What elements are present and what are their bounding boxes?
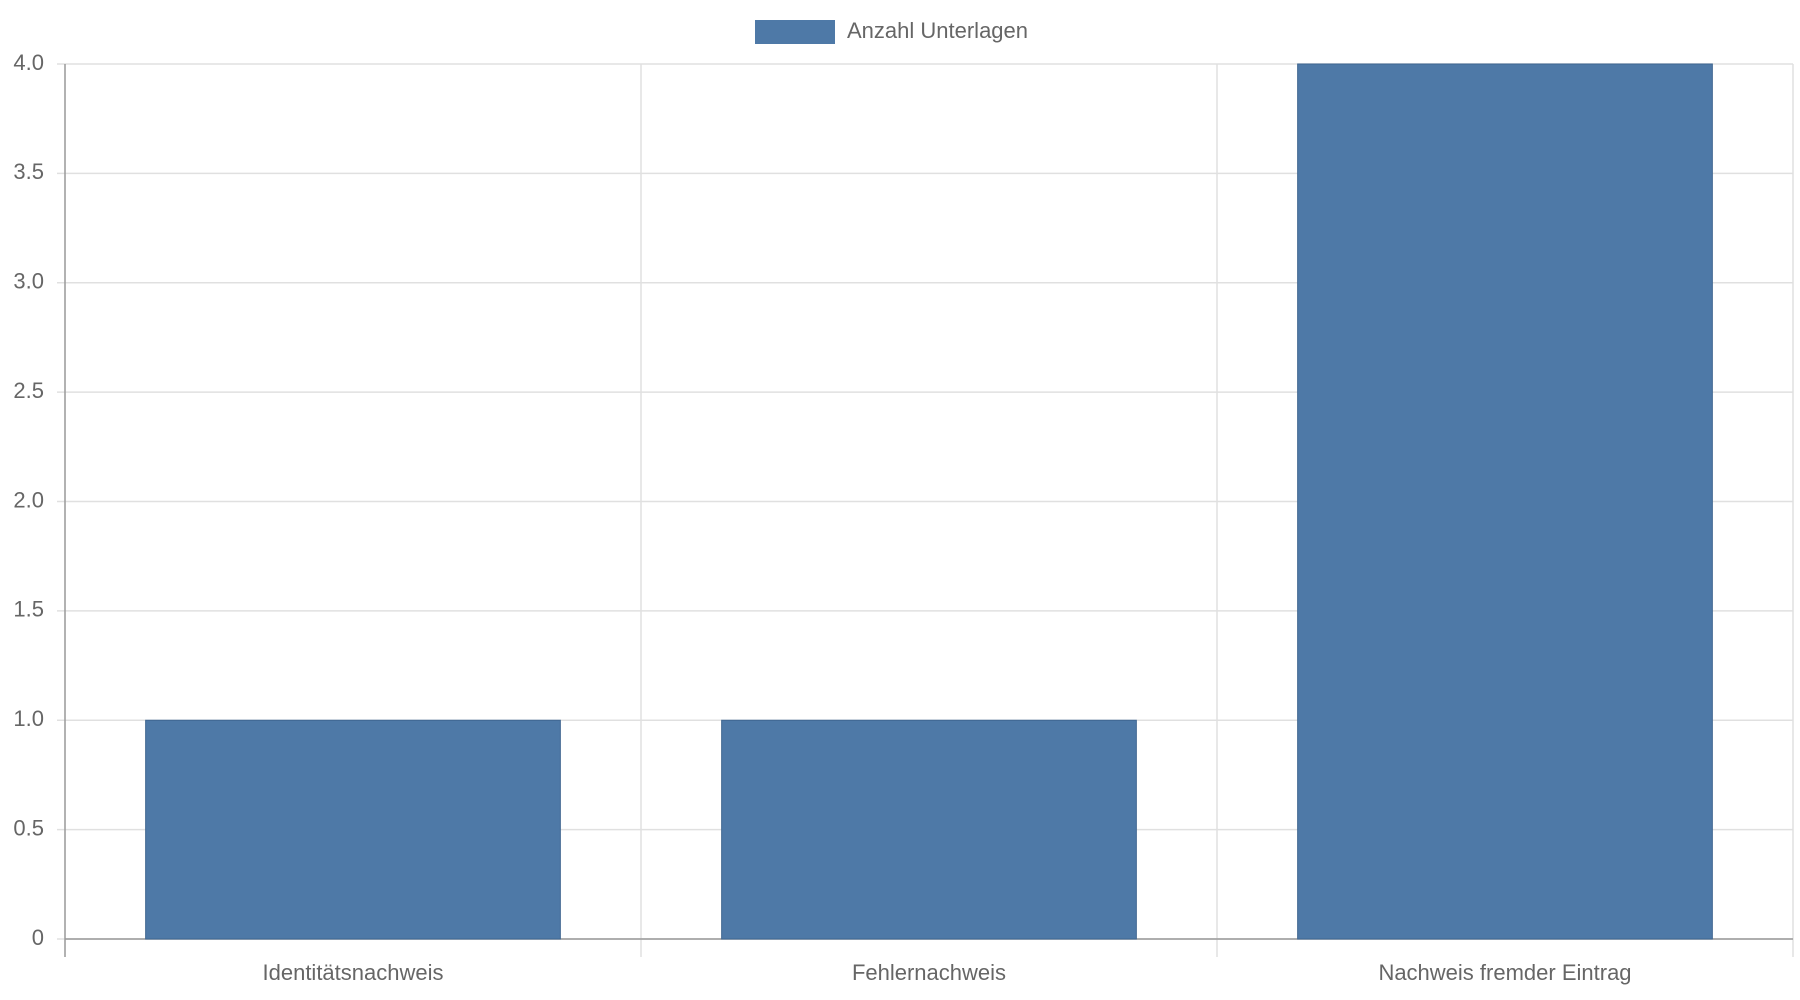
x-tick-label: Nachweis fremder Eintrag bbox=[1378, 960, 1631, 985]
y-tick-label: 3.5 bbox=[13, 159, 44, 184]
x-tick-label: Identitätsnachweis bbox=[263, 960, 444, 985]
y-tick-label: 4.0 bbox=[13, 50, 44, 75]
y-tick-label: 3.0 bbox=[13, 269, 44, 294]
y-tick-label: 2.0 bbox=[13, 487, 44, 512]
y-tick-label: 2.5 bbox=[13, 378, 44, 403]
bar bbox=[1297, 63, 1713, 940]
legend-label: Anzahl Unterlagen bbox=[847, 18, 1028, 43]
y-tick-label: 1.5 bbox=[13, 597, 44, 622]
y-tick-label: 1.0 bbox=[13, 706, 44, 731]
legend-swatch bbox=[755, 20, 835, 44]
bar bbox=[721, 719, 1137, 940]
y-tick-label: 0 bbox=[32, 925, 44, 950]
y-tick-label: 0.5 bbox=[13, 815, 44, 840]
bar bbox=[145, 719, 561, 940]
x-tick-label: Fehlernachweis bbox=[852, 960, 1006, 985]
